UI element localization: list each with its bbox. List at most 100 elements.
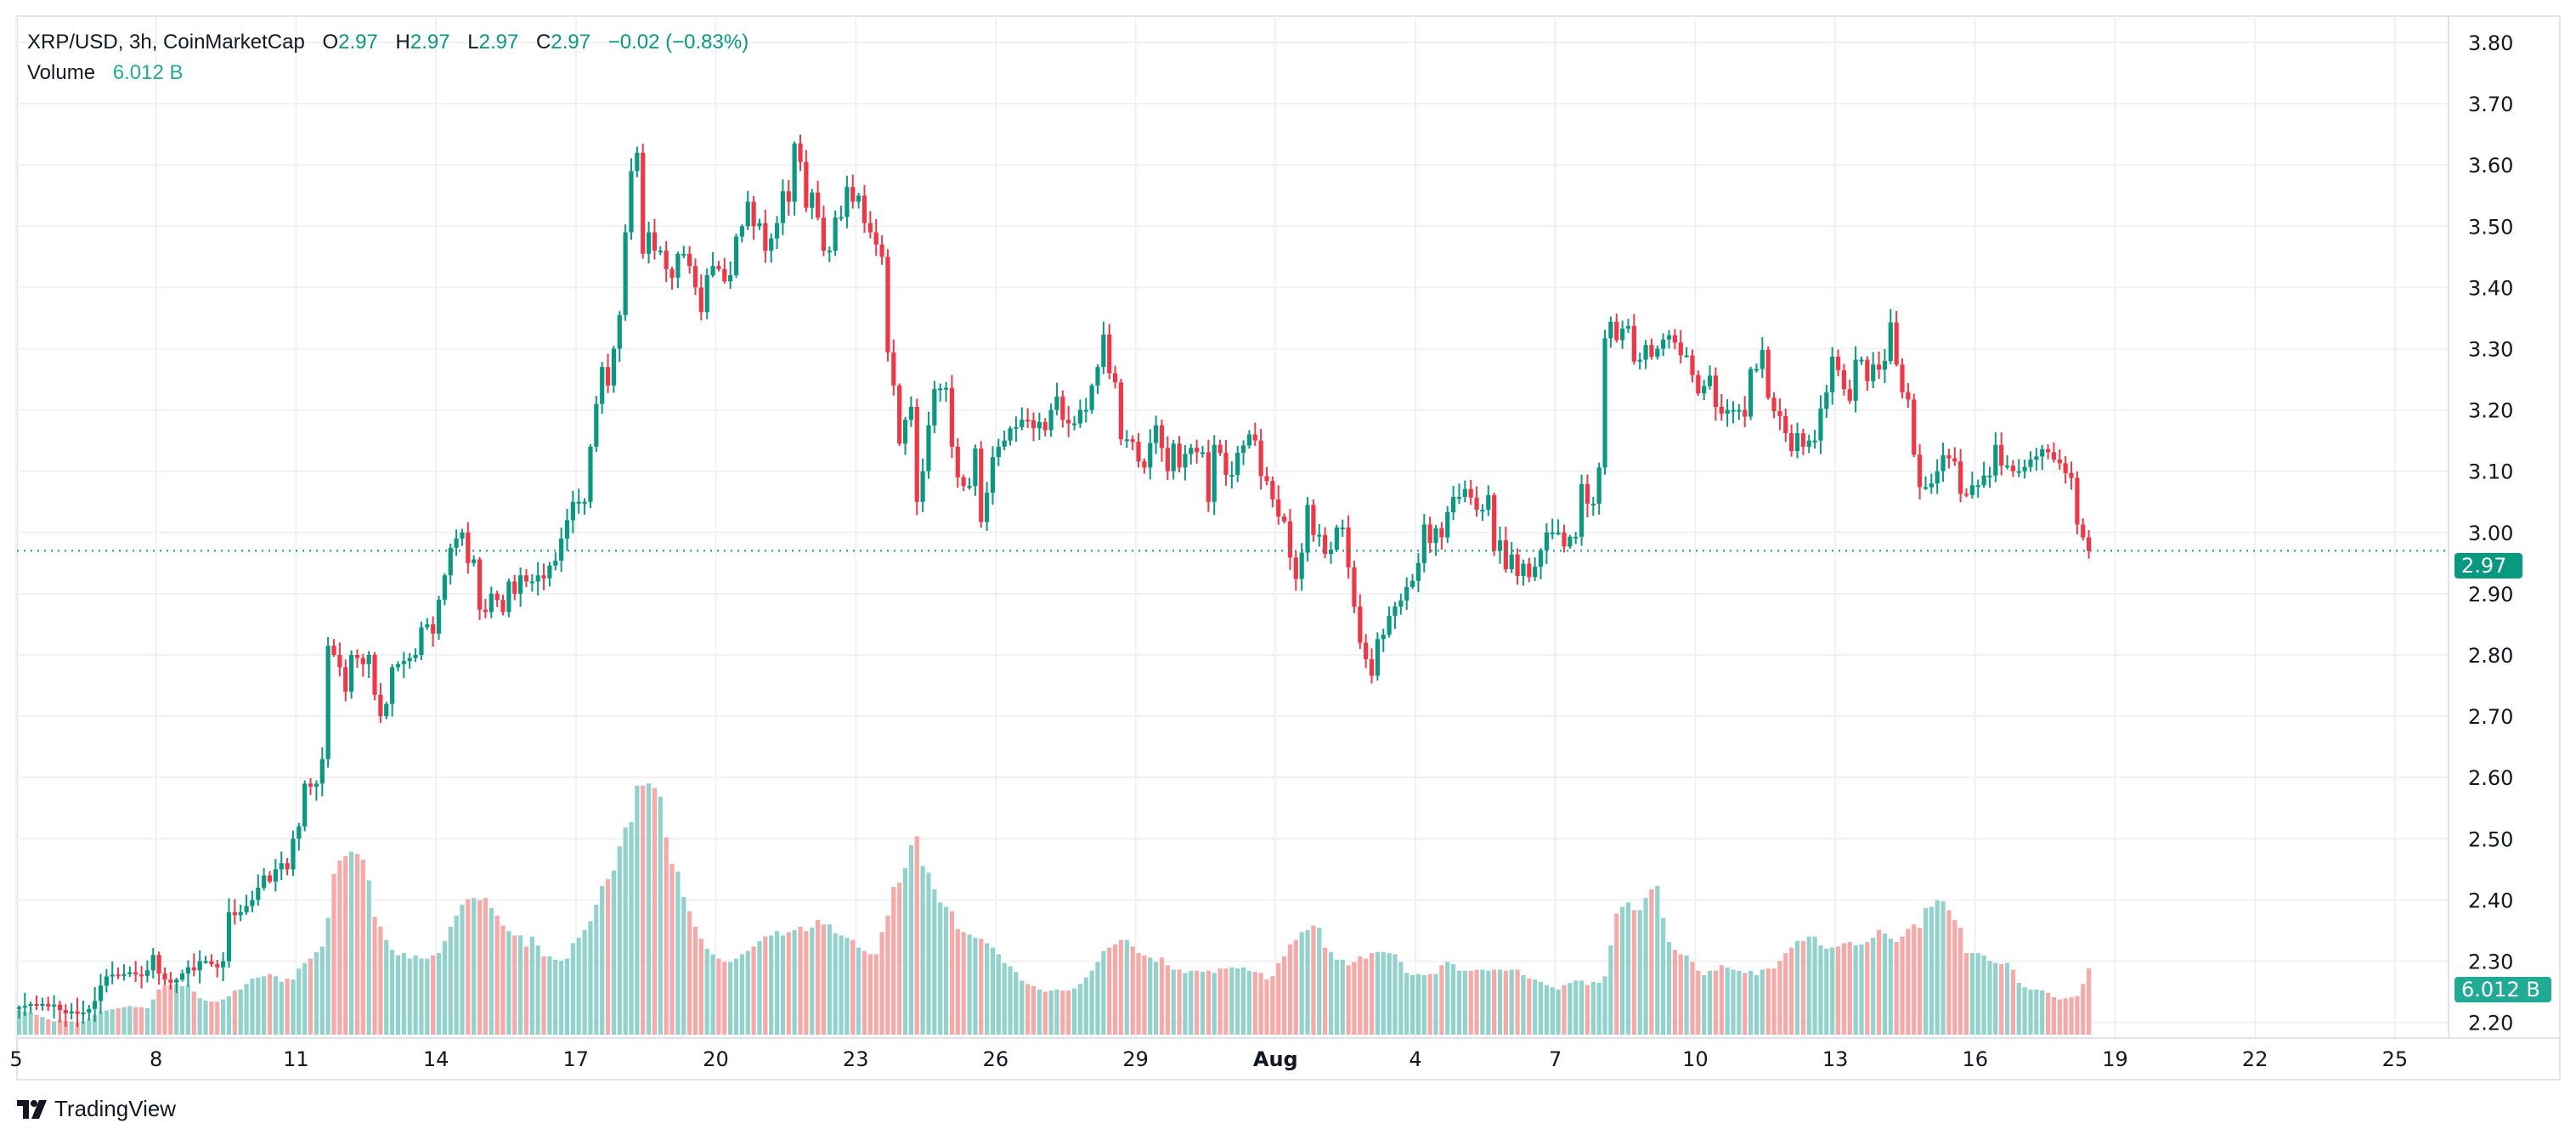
volume-badge: 6.012 B [2455, 977, 2551, 1002]
candle [728, 261, 733, 290]
volume-bar [57, 1020, 63, 1035]
candle-body [1375, 639, 1380, 676]
candle-body [262, 875, 267, 888]
candle [1439, 522, 1444, 550]
volume-bar [378, 926, 383, 1035]
candle [1107, 324, 1112, 380]
candle [413, 648, 418, 662]
candle [669, 266, 675, 290]
candle-body [1876, 364, 1882, 370]
candle [1841, 364, 1846, 396]
candle [1054, 382, 1059, 415]
candle [570, 490, 575, 533]
volume-bar [605, 879, 611, 1035]
candle-body [2063, 463, 2068, 473]
candle [1148, 429, 1153, 480]
candle [635, 146, 640, 178]
candle [331, 639, 336, 657]
candle [442, 573, 447, 606]
volume-bar [733, 958, 739, 1035]
volume-bar [1620, 906, 1625, 1035]
candle [133, 961, 138, 983]
volume-bar [121, 1007, 127, 1035]
volume-bar [1328, 951, 1334, 1035]
candle [908, 396, 913, 427]
candle [985, 482, 990, 531]
candle [1568, 534, 1573, 549]
candle-body [1025, 420, 1031, 422]
volume-bar [2040, 990, 2045, 1035]
candle-body [1958, 461, 1963, 494]
volume-bar [390, 950, 395, 1035]
candle [2069, 461, 2074, 490]
candle [1240, 440, 1246, 466]
volume-bar [1946, 910, 1952, 1035]
candle-body [75, 1011, 80, 1014]
candle [454, 529, 459, 556]
volume-bar [1497, 969, 1503, 1035]
candle [897, 383, 902, 446]
candle [2087, 530, 2092, 559]
tradingview-logo[interactable]: TradingView [17, 1096, 176, 1122]
volume-bar [1217, 968, 1223, 1035]
candle-body [1409, 580, 1415, 587]
symbol-title[interactable]: XRP/USD, 3h, CoinMarketCap [27, 31, 305, 54]
candle-body [1089, 385, 1094, 410]
volume-bar [168, 985, 173, 1035]
volume-bar [1912, 924, 1917, 1035]
candle [681, 245, 686, 259]
volume-bar [856, 947, 861, 1035]
candle-body [1871, 364, 1876, 381]
candle-body [594, 404, 599, 447]
volume-bar [1299, 932, 1304, 1035]
volume-bar [804, 931, 809, 1035]
candle-body [733, 236, 739, 275]
volume-bar [110, 1009, 115, 1035]
candle [1077, 399, 1083, 428]
volume-bar [1369, 953, 1375, 1035]
candle [401, 652, 406, 679]
candle [810, 189, 815, 219]
candle [226, 898, 232, 968]
candle [87, 1004, 92, 1021]
volume-bar [1631, 910, 1636, 1035]
candle-body [425, 624, 430, 628]
volume-bar [1678, 954, 1683, 1035]
candle [1835, 349, 1841, 376]
volume-bar [1089, 970, 1094, 1035]
volume-bar [1812, 936, 1817, 1035]
candle [1317, 523, 1322, 547]
candle [1527, 557, 1532, 583]
candle-body [1765, 349, 1771, 398]
volume-bar [792, 929, 797, 1035]
candle-body [2022, 466, 2027, 471]
time-axis[interactable]: 5 8 11 14 17 20 23 26 29 Aug 4 7 10 13 16 19 22 25 [9, 1047, 2408, 1071]
candle-body [494, 593, 500, 601]
volume-label[interactable]: Volume [27, 61, 96, 84]
volume-legend: Volume 6.012 B [27, 61, 183, 85]
candle [448, 543, 453, 585]
price-tick-label: 2.70 [2468, 705, 2513, 729]
candle-body [1946, 454, 1952, 459]
candle [2010, 460, 2016, 477]
candle [1918, 443, 1923, 499]
candle [69, 1002, 74, 1020]
candle [407, 652, 412, 669]
candle [267, 871, 273, 883]
candle-body [1900, 364, 1905, 392]
volume-bar [354, 854, 360, 1035]
candle [751, 195, 756, 240]
candle-body [1690, 355, 1695, 375]
candle-body [1421, 524, 1426, 563]
candle-body [1608, 321, 1613, 339]
price-axis[interactable]: 3.80 3.70 3.60 3.50 3.40 3.30 3.20 3.10 3.00 2.90… [2468, 31, 2513, 1036]
candle [1393, 601, 1398, 629]
candle [1946, 449, 1952, 469]
candle [1387, 606, 1392, 638]
volume-bar [1340, 959, 1345, 1035]
volume-bar [1398, 962, 1404, 1035]
candle-body [1672, 335, 1677, 343]
volume-bar [885, 915, 890, 1035]
volume-bar [133, 1007, 138, 1035]
